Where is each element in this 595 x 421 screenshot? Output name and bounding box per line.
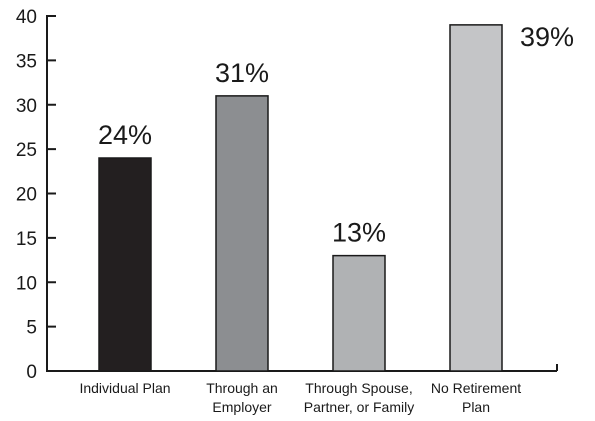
y-tick-label: 25 [16,140,37,161]
bar [332,254,386,372]
bars [98,24,503,372]
y-tick-label: 35 [16,51,37,72]
bar [215,95,269,372]
category-label: Through Spouse, [305,380,412,396]
category-label: Plan [462,399,490,415]
y-tick-label: 0 [26,362,37,383]
category-label: Through an [206,380,278,396]
category-label: Partner, or Family [304,399,414,415]
bar [449,24,503,372]
data-label: 31% [215,58,269,88]
y-tick-label: 5 [26,318,37,339]
bar [98,157,152,372]
y-tick-label: 40 [16,7,37,28]
category-label: Employer [212,399,271,415]
data-labels: 24% 31% 13% 39% [98,22,574,248]
data-label: 39% [520,22,574,52]
category-label: No Retirement [431,380,521,396]
category-label: Individual Plan [79,380,170,396]
data-label: 24% [98,120,152,150]
y-tick-label: 20 [16,185,37,206]
y-tick-label: 15 [16,229,37,250]
data-label: 13% [332,218,386,248]
y-tick-label: 10 [16,273,37,294]
category-labels: Individual Plan Through an Employer Through… [79,380,521,415]
y-tick-label: 30 [16,96,37,117]
